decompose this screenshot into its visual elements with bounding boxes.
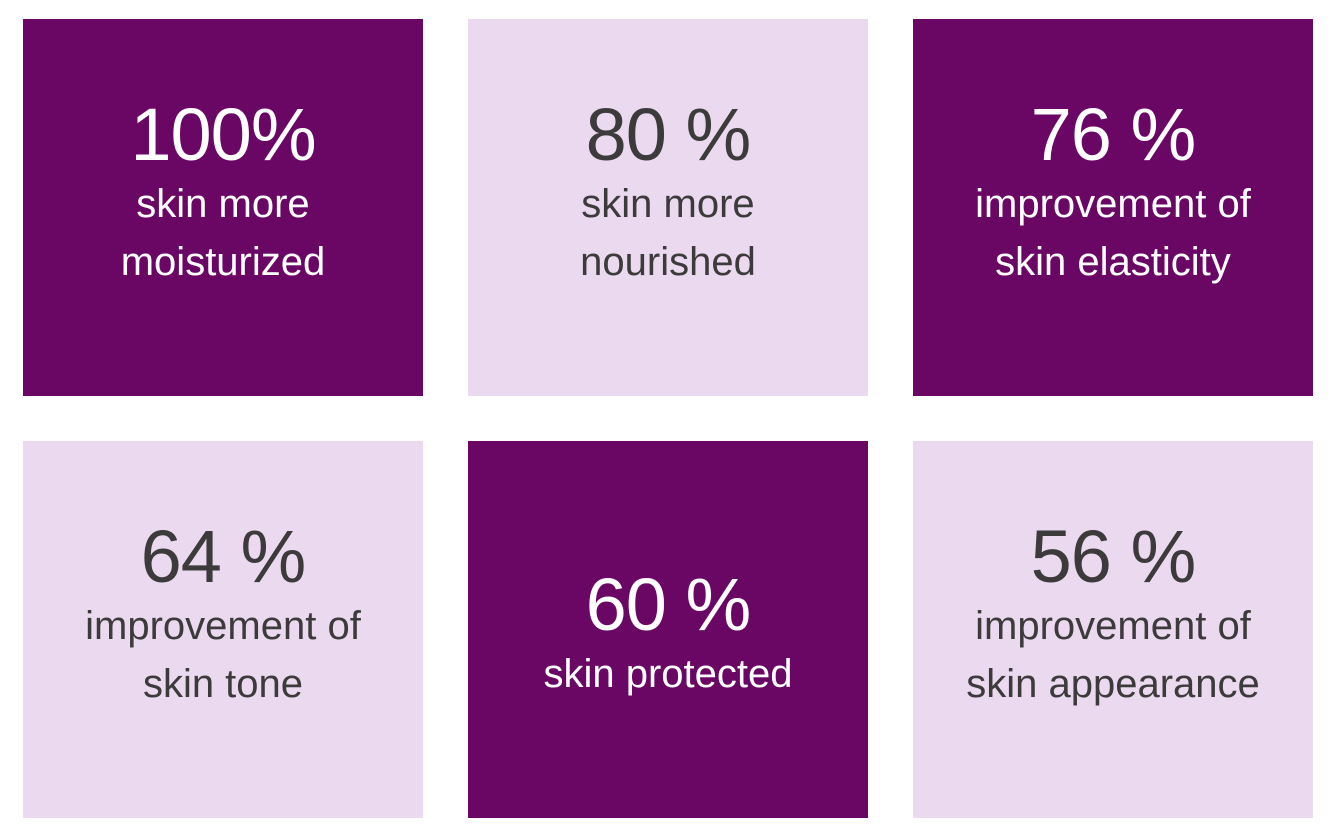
stat-content: 60 % skin protected	[543, 562, 793, 703]
stat-value: 100%	[130, 92, 316, 176]
stat-tile-moisturized: 100% skin more moisturized	[23, 19, 423, 396]
stat-label: improvement of skin appearance	[966, 603, 1260, 706]
stat-label: skin more nourished	[580, 181, 756, 284]
stat-value: 64 %	[140, 514, 307, 598]
stat-content: 56 % improvement of skin appearance	[966, 514, 1260, 713]
stat-tile-appearance: 56 % improvement of skin appearance	[913, 441, 1313, 818]
stat-tile-nourished: 80 % skin more nourished	[468, 19, 868, 396]
stat-label: skin more moisturized	[120, 181, 326, 284]
stat-value: 76 %	[1030, 92, 1197, 176]
stat-content: 100% skin more moisturized	[120, 92, 326, 291]
stat-tile-elasticity: 76 % improvement of skin elasticity	[913, 19, 1313, 396]
stat-value: 56 %	[1030, 514, 1197, 598]
stat-value: 60 %	[585, 562, 752, 646]
stat-content: 76 % improvement of skin elasticity	[975, 92, 1251, 291]
stat-tile-tone: 64 % improvement of skin tone	[23, 441, 423, 818]
stat-value: 80 %	[585, 92, 752, 176]
stat-label: improvement of skin tone	[85, 603, 361, 706]
stat-label: improvement of skin elasticity	[975, 181, 1251, 284]
stat-label: skin protected	[543, 651, 793, 696]
stat-tile-protected: 60 % skin protected	[468, 441, 868, 818]
stat-content: 64 % improvement of skin tone	[85, 514, 361, 713]
stat-content: 80 % skin more nourished	[580, 92, 756, 291]
